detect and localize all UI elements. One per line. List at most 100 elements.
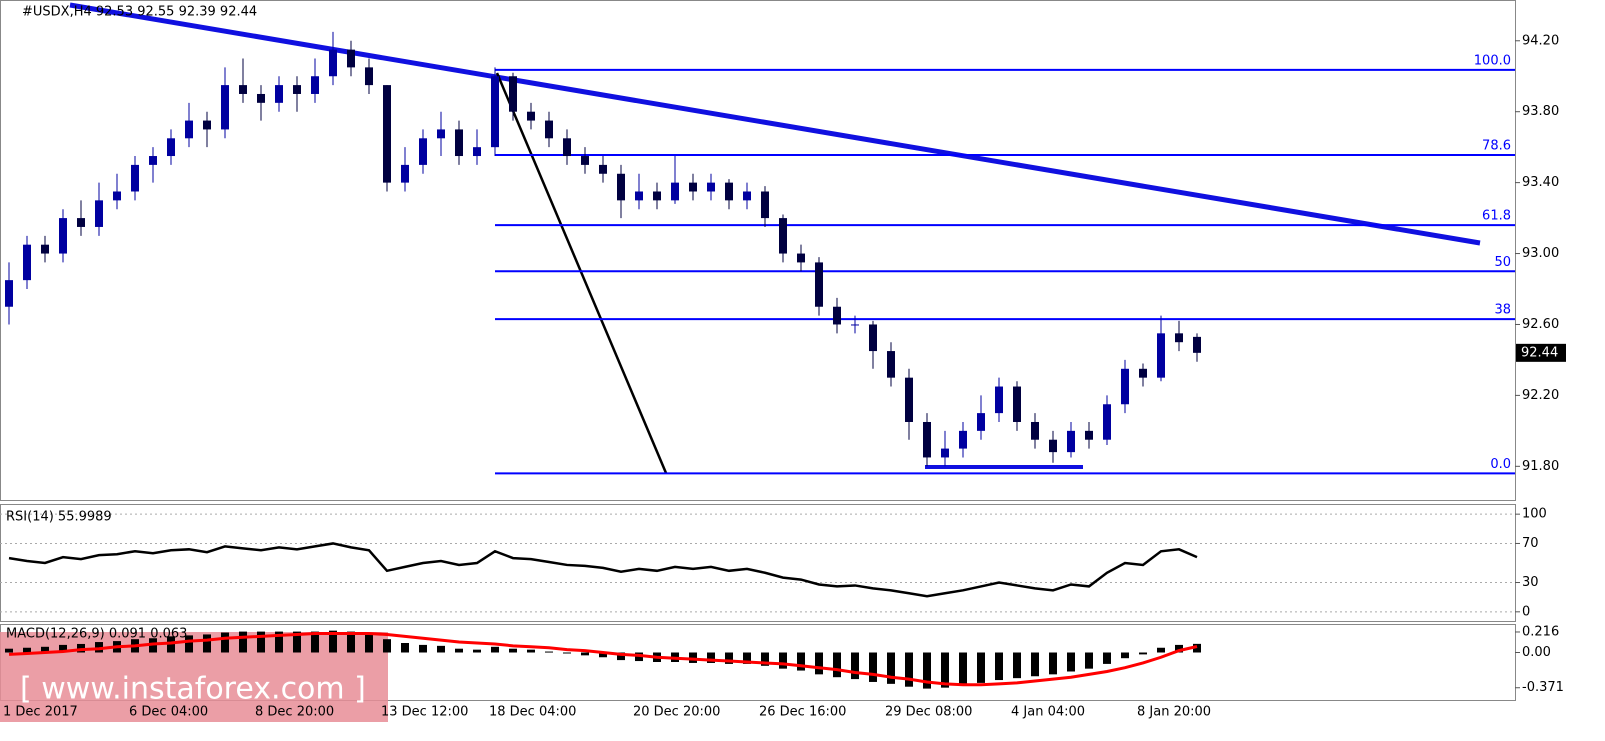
candle-body xyxy=(185,120,193,139)
macd-bar xyxy=(527,649,535,653)
macd-bar xyxy=(1067,652,1075,672)
last-price: 92.44 xyxy=(1521,345,1558,360)
candle-body xyxy=(509,76,517,112)
macd-bar xyxy=(419,644,427,653)
candle-body xyxy=(1013,386,1021,422)
candle-body xyxy=(419,138,427,165)
candle-body xyxy=(689,182,697,192)
x-tick-label: 18 Dec 04:00 xyxy=(489,705,576,720)
candle-body xyxy=(923,421,931,458)
candle-body xyxy=(347,49,355,68)
fib-label: 50 xyxy=(1494,255,1511,270)
y-tick-label: 70 xyxy=(1522,536,1539,551)
candle-body xyxy=(1067,430,1075,453)
macd-bar xyxy=(257,631,265,653)
macd-bar xyxy=(923,652,931,689)
candle-body xyxy=(1193,336,1201,353)
macd-bar xyxy=(1157,647,1165,653)
candle-body xyxy=(239,85,247,94)
y-tick-label: 0.216 xyxy=(1522,624,1559,639)
macd-bar xyxy=(1085,652,1093,669)
y-tick-label: 92.20 xyxy=(1522,388,1559,403)
candle-body xyxy=(113,191,121,201)
candle-body xyxy=(149,156,157,165)
candle-body xyxy=(671,182,679,201)
candle-body xyxy=(41,244,49,254)
candle-body xyxy=(545,120,553,139)
candle-body xyxy=(617,173,625,201)
candle-body xyxy=(311,76,319,94)
x-tick-label: 1 Dec 2017 xyxy=(3,705,78,720)
x-tick-label: 29 Dec 08:00 xyxy=(885,705,972,720)
candle-body xyxy=(653,191,661,201)
macd-bar xyxy=(1121,652,1129,659)
macd-bar xyxy=(977,652,985,683)
macd-bar xyxy=(599,652,607,658)
macd-bar xyxy=(887,652,895,684)
macd-bar xyxy=(59,644,67,653)
candle-body xyxy=(833,306,841,325)
macd-bar xyxy=(779,652,787,669)
macd-bar xyxy=(1103,652,1111,664)
y-tick-label: 93.40 xyxy=(1522,175,1559,190)
y-tick-label: 93.00 xyxy=(1522,246,1559,261)
macd-bar xyxy=(239,631,247,653)
last-price-box xyxy=(1516,343,1566,362)
candle-body xyxy=(581,156,589,165)
macd-bar xyxy=(41,646,49,653)
candle-body xyxy=(1049,439,1057,453)
candle-body xyxy=(293,85,301,94)
x-tick-label: 4 Jan 04:00 xyxy=(1011,705,1085,720)
candle-body xyxy=(779,218,787,254)
candle-body xyxy=(797,253,805,263)
macd-bar xyxy=(941,652,949,688)
macd-bar xyxy=(311,631,319,653)
candle-body xyxy=(95,200,103,227)
candle-body xyxy=(401,164,409,183)
candle-body xyxy=(761,191,769,219)
chart-title: #USDX,H4 92.53 92.55 92.39 92.44 xyxy=(22,5,257,20)
candle-body xyxy=(527,111,535,121)
candle-body xyxy=(1175,333,1183,343)
candle-body xyxy=(725,182,733,201)
fib-label: 100.0 xyxy=(1474,53,1511,68)
candle-body xyxy=(1139,368,1147,378)
candle-body xyxy=(851,324,859,326)
macd-bar xyxy=(545,651,553,653)
candle-body xyxy=(473,147,481,157)
candle-body xyxy=(1103,404,1111,440)
macd-bar xyxy=(491,646,499,653)
macd-bar xyxy=(203,634,211,653)
drawn-line xyxy=(495,72,668,474)
candle-body xyxy=(77,218,85,227)
candle-body xyxy=(491,76,499,148)
macd-bar xyxy=(851,652,859,680)
macd-bar xyxy=(761,652,769,666)
fib-label: 78.6 xyxy=(1482,138,1511,153)
panel-title: RSI(14) 55.9989 xyxy=(6,510,112,525)
macd-bar xyxy=(437,645,445,653)
macd-bar xyxy=(455,648,463,653)
macd-bar xyxy=(329,630,337,653)
signal-line xyxy=(8,632,1198,687)
rsi-panel xyxy=(0,504,1516,622)
watermark: [ www.instaforex.com ] xyxy=(20,672,366,707)
candle-body xyxy=(1031,421,1039,440)
macd-bar xyxy=(833,652,841,678)
macd-bar xyxy=(509,648,517,653)
x-tick-label: 6 Dec 04:00 xyxy=(129,705,208,720)
fib-label: 0.0 xyxy=(1490,457,1511,472)
candle-body xyxy=(869,324,877,352)
macd-bar xyxy=(797,652,805,671)
rsi-line xyxy=(8,542,1198,598)
macd-bar xyxy=(347,631,355,653)
candle-body xyxy=(887,351,895,378)
fib-label: 61.8 xyxy=(1482,209,1511,224)
candle-body xyxy=(743,191,751,201)
y-tick-label: 30 xyxy=(1522,575,1539,590)
candle-body xyxy=(1085,430,1093,440)
macd-bar xyxy=(1049,652,1057,675)
candle-body xyxy=(977,413,985,431)
y-tick-label: 94.20 xyxy=(1522,33,1559,48)
